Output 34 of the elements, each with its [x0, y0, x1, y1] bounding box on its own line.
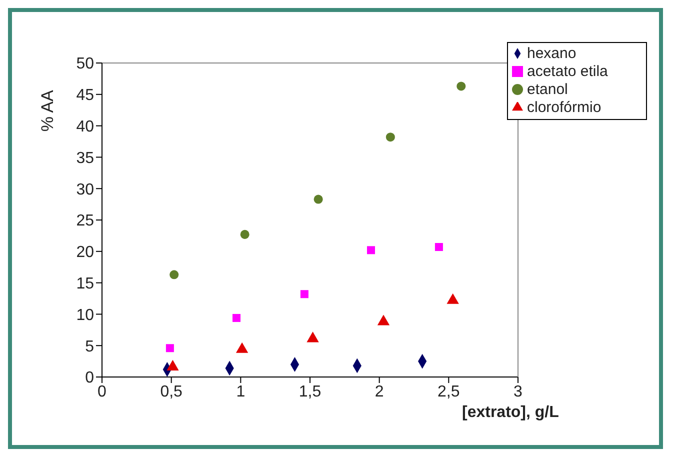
y-tick-label: 30: [76, 181, 94, 198]
point: [367, 246, 376, 254]
legend-label: etanol: [527, 81, 568, 98]
x-tick-label: 2: [374, 383, 384, 400]
point: [386, 132, 395, 142]
point: [232, 314, 241, 322]
y-tick-label: 15: [76, 275, 94, 292]
y-tick-label: 20: [76, 244, 94, 262]
point: [300, 290, 308, 298]
x-axis-title: [extrato], g/L: [462, 404, 559, 422]
point: [240, 230, 250, 239]
y-tick-label: 45: [76, 87, 94, 104]
y-tick-label: 50: [76, 56, 94, 73]
y-axis-title: % AA: [38, 89, 58, 132]
y-tick-label: 25: [76, 212, 94, 230]
x-tick-label: 2,5: [438, 383, 460, 400]
legend-label: hexano: [527, 45, 576, 62]
x-tick-label: 3: [514, 383, 523, 400]
y-tick-label: 5: [85, 338, 94, 356]
point: [170, 270, 179, 280]
y-tick-label: 40: [76, 118, 94, 136]
point: [456, 82, 466, 91]
point: [166, 344, 174, 352]
x-tick-label: 1: [236, 383, 246, 400]
x-tick-label: 1,5: [298, 383, 322, 400]
y-tick-label: 0: [85, 370, 94, 387]
x-tick-label: 0: [98, 383, 107, 400]
legend-label: clorofórmio: [527, 99, 602, 116]
point: [434, 243, 443, 252]
y-tick-label: 35: [76, 150, 94, 167]
y-tick-label: 10: [76, 306, 94, 324]
point: [314, 194, 323, 204]
x-tick-label: 0,5: [160, 383, 183, 400]
legend-label: acetato etila: [527, 63, 608, 80]
